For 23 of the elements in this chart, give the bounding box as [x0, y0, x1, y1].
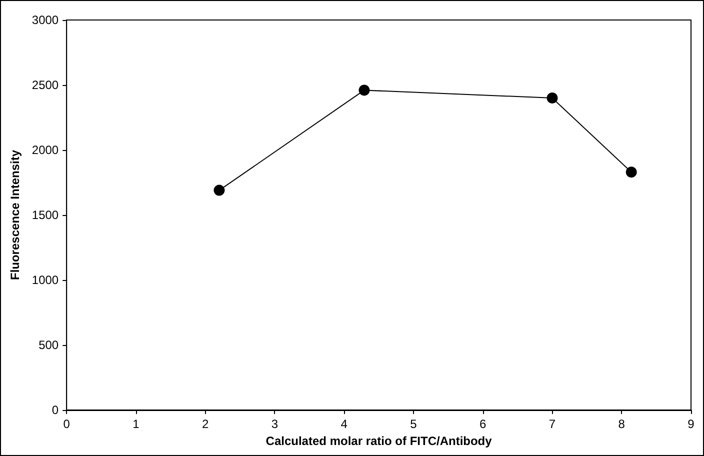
x-tick-label: 6 — [480, 417, 487, 431]
x-tick-label: 2 — [202, 417, 210, 431]
y-tick-label: 1000 — [32, 273, 59, 287]
y-tick-label: 1500 — [32, 208, 59, 222]
x-tick-label: 9 — [688, 417, 695, 431]
point — [546, 92, 558, 104]
point — [626, 166, 637, 178]
y-axis-title: Fluorescence Intensity — [8, 150, 22, 280]
y-tick-label: 3000 — [32, 13, 59, 27]
x-tick-label: 8 — [618, 417, 626, 431]
point — [214, 184, 225, 196]
x-tick-label: 1 — [132, 417, 140, 431]
x-tick-label: 3 — [271, 417, 278, 431]
x-tick-label: 4 — [340, 417, 348, 431]
x-tick-label: 5 — [410, 417, 418, 431]
x-axis-title: Calculated molar ratio of FITC/Antibody — [266, 434, 492, 448]
y-tick-label: 500 — [38, 338, 59, 352]
point — [358, 84, 370, 96]
y-tick-label: 2500 — [32, 78, 59, 92]
x-tick-label: 7 — [548, 417, 556, 431]
y-tick-label: 0 — [52, 403, 59, 417]
x-tick-label: 0 — [63, 417, 70, 431]
y-tick-label: 2000 — [32, 143, 59, 157]
